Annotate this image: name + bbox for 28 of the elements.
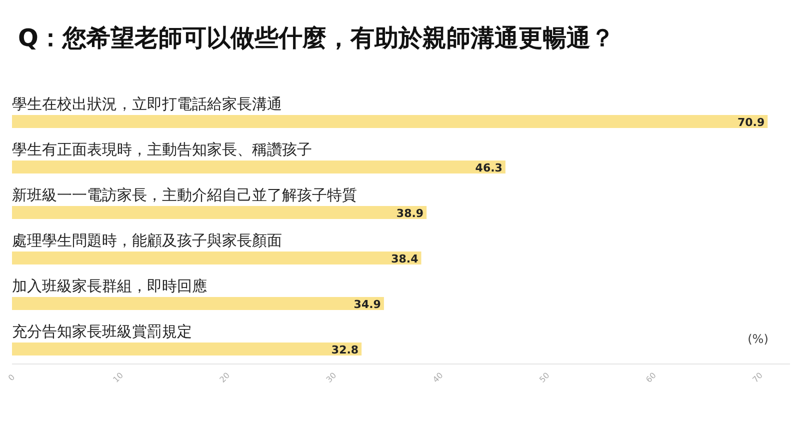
annotation: (%) <box>748 332 768 346</box>
data-label: 38.9 <box>396 207 424 220</box>
data-label: 70.9 <box>737 116 765 129</box>
chart-title: Q：您希望老師可以做些什麼，有助於親師溝通更暢通？ <box>18 24 614 52</box>
bar <box>12 252 422 264</box>
x-tick-label: 20 <box>218 370 232 384</box>
y-tick-label: 學生在校出狀況，立即打電話給家長溝通 <box>12 95 282 113</box>
x-tick-label: 10 <box>111 370 126 384</box>
y-tick-label: 充分告知家長班級賞罰規定 <box>12 322 192 340</box>
x-tick-label: 60 <box>644 370 658 384</box>
bar <box>12 297 384 310</box>
y-tick-label: 新班級一一電訪家長，主動介紹自己並了解孩子特質 <box>12 186 357 204</box>
data-label: 34.9 <box>354 298 381 311</box>
x-tick-label: 70 <box>750 370 764 384</box>
y-tick-label: 學生有正面表現時，主動告知家長、稱讚孩子 <box>12 140 312 158</box>
x-tick-label: 40 <box>431 370 445 384</box>
data-label: 46.3 <box>475 162 502 174</box>
y-tick-label: 處理學生問題時，能顧及孩子與家長顏面 <box>12 232 282 250</box>
bar <box>12 342 362 356</box>
data-label: 38.4 <box>391 252 419 266</box>
bar <box>12 160 506 174</box>
data-label: 32.8 <box>331 344 359 356</box>
bar <box>12 206 427 219</box>
x-tick-label: 30 <box>324 370 338 384</box>
y-tick-label: 加入班級家長群組，即時回應 <box>12 277 207 295</box>
bar <box>12 115 768 128</box>
x-tick-label: 50 <box>538 370 552 384</box>
x-tick-label: 0 <box>6 372 17 383</box>
